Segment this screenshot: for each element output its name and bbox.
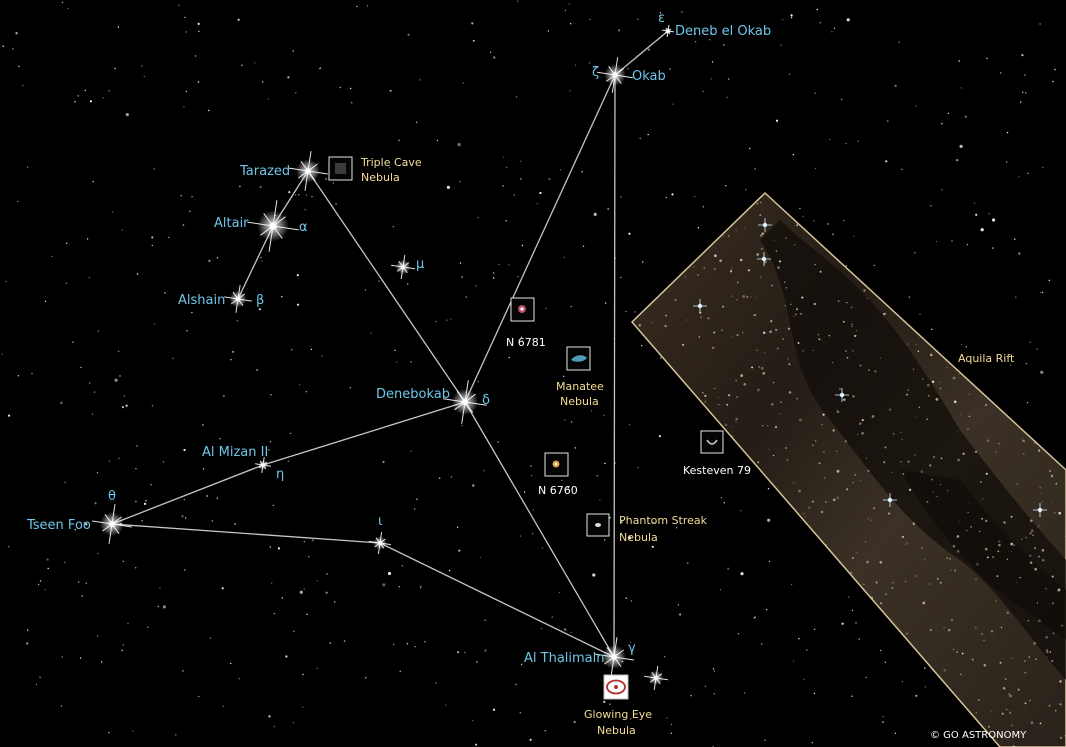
greek-epsilon: ε (658, 11, 665, 26)
bright-star (662, 25, 674, 37)
triple-cave-nebula-marker[interactable] (328, 156, 353, 181)
greek-delta: δ (482, 393, 490, 408)
label-tseen-foo: Tseen Foo (26, 518, 91, 533)
bright-star (443, 380, 487, 424)
n6781-marker[interactable] (510, 297, 535, 322)
greek-iota: ι (378, 514, 382, 529)
label-tarazed: Tarazed (239, 164, 290, 179)
label-n6781: N 6781 (506, 336, 546, 349)
label-al-mizan: Al Mizan II (202, 445, 268, 460)
star-labels: Okab Deneb el Okab Tarazed Altair Alshai… (26, 24, 771, 666)
bright-star (391, 255, 415, 279)
constellation-lines (111, 30, 669, 658)
n6760-marker[interactable] (544, 452, 569, 477)
deep-sky-object-markers (328, 156, 724, 700)
bright-star (224, 285, 252, 313)
bright-star (255, 457, 271, 473)
greek-mu: μ (416, 257, 424, 272)
greek-letter-labels: ε ζ α β μ δ η θ ι γ (108, 11, 665, 656)
phantom-streak-nebula-marker[interactable] (586, 513, 610, 537)
kesteven-79-marker[interactable] (700, 430, 724, 454)
bright-star (594, 637, 634, 677)
manatee-nebula-marker[interactable] (566, 346, 591, 371)
label-aquila-rift: Aquila Rift (958, 352, 1015, 365)
glowing-eye-nebula-marker[interactable] (603, 674, 629, 700)
greek-zeta: ζ (592, 65, 599, 80)
label-manatee-1: Manatee (556, 380, 604, 393)
bright-star (369, 532, 391, 554)
label-deneb-el-okab: Deneb el Okab (675, 24, 771, 39)
label-triple-cave-1: Triple Cave (360, 156, 422, 169)
greek-gamma: γ (628, 641, 636, 656)
label-phantom-2: Nebula (619, 531, 658, 544)
greek-eta: η (276, 467, 284, 482)
label-n6760: N 6760 (538, 484, 578, 497)
bright-star (288, 151, 328, 191)
bright-star (92, 504, 132, 544)
label-denebokab: Denebokab (376, 387, 450, 402)
bright-star (597, 57, 633, 93)
label-alshain: Alshain (178, 293, 225, 308)
label-glowing-2: Nebula (597, 724, 636, 737)
label-manatee-2: Nebula (560, 395, 599, 408)
label-altair: Altair (214, 216, 249, 231)
label-kesteven-79: Kesteven 79 (683, 464, 751, 477)
bright-stars (92, 25, 674, 690)
label-al-thalimain: Al Thalimain (524, 651, 605, 666)
credit-text: © GO ASTRONOMY (930, 730, 1027, 741)
greek-alpha: α (299, 220, 308, 235)
bright-star (247, 200, 299, 252)
bright-star (644, 666, 668, 690)
deep-sky-object-labels: Triple Cave Nebula N 6781 Manatee Nebula… (360, 156, 751, 737)
greek-beta: β (256, 293, 264, 308)
label-glowing-1: Glowing Eye (584, 708, 652, 721)
label-okab: Okab (632, 69, 666, 84)
greek-theta: θ (108, 489, 116, 504)
label-triple-cave-2: Nebula (361, 171, 400, 184)
label-phantom-1: Phantom Streak (619, 514, 708, 527)
